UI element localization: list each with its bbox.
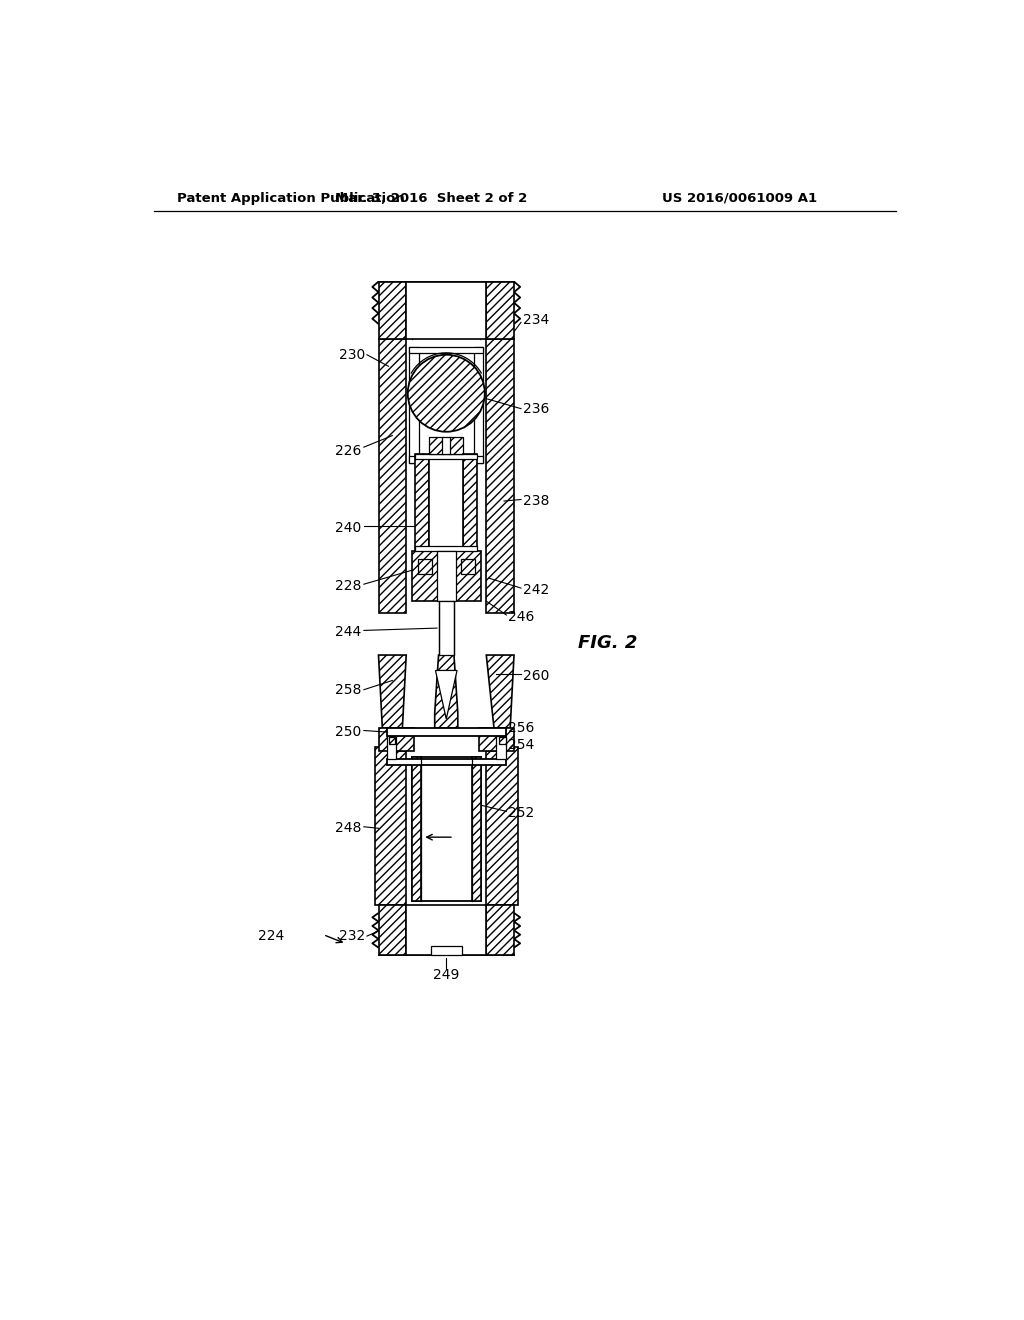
Text: 236: 236 [523,401,550,416]
Bar [387,729,506,737]
Bar [486,339,514,612]
Bar [442,437,451,454]
Bar [486,747,518,906]
Bar [431,946,462,956]
Text: Mar. 3, 2016  Sheet 2 of 2: Mar. 3, 2016 Sheet 2 of 2 [335,191,527,205]
Bar [416,454,429,552]
Text: FIG. 2: FIG. 2 [579,635,638,652]
Bar [416,546,477,552]
Text: 246: 246 [508,610,535,623]
Text: 242: 242 [523,582,550,597]
Text: 256: 256 [508,721,535,735]
Bar [418,558,432,574]
Polygon shape [435,671,457,719]
Text: 250: 250 [335,725,361,739]
Text: 228: 228 [335,578,361,593]
Bar [412,758,421,902]
Bar [388,738,394,743]
Bar [450,437,463,454]
Bar [429,437,443,454]
Bar [412,552,481,601]
Bar [410,347,483,354]
Polygon shape [486,655,514,729]
Bar [478,729,502,751]
Text: 260: 260 [523,669,550,682]
Bar [379,906,407,956]
Bar [486,729,514,751]
Bar [437,552,456,601]
Bar [387,737,396,759]
Bar [429,454,463,552]
Text: 248: 248 [335,821,361,836]
Text: 244: 244 [335,624,361,639]
Text: 249: 249 [433,968,460,982]
Text: 232: 232 [339,929,366,942]
Bar [438,601,454,655]
Bar [412,758,481,902]
Bar [410,347,419,462]
Bar [474,347,483,462]
Text: 230: 230 [339,347,366,362]
Text: Patent Application Publication: Patent Application Publication [177,191,404,205]
Text: 238: 238 [523,494,550,508]
Bar [500,738,506,743]
Text: 254: 254 [508,738,535,752]
Polygon shape [435,655,458,729]
Bar [416,454,477,459]
Text: 252: 252 [508,807,535,820]
Text: 234: 234 [523,313,550,327]
Circle shape [408,355,484,432]
Bar [391,729,414,751]
Bar [463,454,477,552]
Bar [387,759,506,766]
Bar [407,281,486,339]
Text: US 2016/0061009 A1: US 2016/0061009 A1 [662,191,817,205]
Bar [379,729,407,751]
Polygon shape [379,655,407,729]
Bar [407,906,486,956]
Bar [486,281,514,339]
Bar [461,558,475,574]
Bar [497,737,506,759]
Bar [472,758,481,902]
Bar [379,339,407,612]
Text: 258: 258 [335,682,361,697]
Bar [375,747,407,906]
Text: 240: 240 [335,521,361,535]
Text: 224: 224 [258,929,285,942]
Bar [486,906,514,956]
Bar [379,281,407,339]
Text: 226: 226 [335,444,361,458]
Bar [410,457,483,462]
